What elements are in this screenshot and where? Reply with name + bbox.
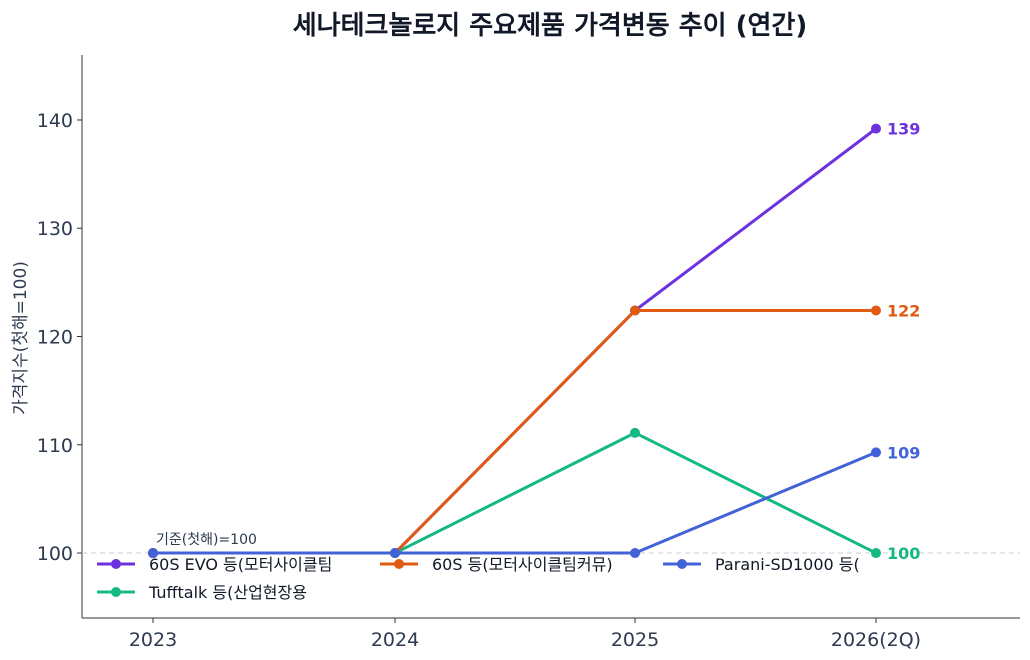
baseline-annotation: 기준(첫해)=100 [156,532,257,548]
legend-label: 60S EVO 등(모터사이클팀 [149,555,332,574]
legend-swatch-marker [394,559,404,569]
data-point [630,548,640,559]
x-tick-label: 2023 [129,629,177,651]
y-tick-label: 120 [37,327,73,349]
data-point [871,123,881,134]
legend: 60S EVO 등(모터사이클팀 60S 등(모터사이클팀커뮤) Parani-SD… [97,555,860,602]
x-tick-label: 2025 [611,629,659,651]
series-line [151,309,878,555]
legend-item: 60S 등(모터사이클팀커뮤) [380,555,613,574]
data-point [871,548,881,559]
series-group [148,427,881,559]
data-point [871,305,881,316]
data-point [871,447,881,458]
data-point [630,305,640,316]
end-value-label: 109 [887,443,920,462]
data-point [630,427,640,438]
x-tick-label: 2024 [371,629,419,651]
legend-label: Tufftalk 등(산업현장용 [148,583,307,602]
legend-swatch-marker [111,587,121,597]
end-labels: 139 122 109 100 [887,120,920,563]
end-value-label: 139 [887,120,920,139]
legend-label: 60S 등(모터사이클팀커뮤) [432,555,613,574]
legend-swatch-marker [111,559,121,569]
series-group [148,305,881,559]
y-tick-label: 130 [37,218,73,240]
y-tick-label: 140 [37,110,73,132]
end-value-label: 122 [887,302,920,321]
end-value-label: 100 [887,544,920,563]
series-line [151,127,878,555]
data-point [148,548,158,559]
y-tick-label: 110 [37,435,73,457]
legend-item: Tufftalk 등(산업현장용 [97,583,307,602]
legend-item: 60S EVO 등(모터사이클팀 [97,555,332,574]
legend-label: Parani-SD1000 등( [715,555,860,574]
series-group [148,447,881,559]
series-layer [148,123,881,559]
legend-item: Parani-SD1000 등( [663,555,860,574]
x-tick-label: 2026(2Q) [831,629,921,651]
y-tick-label: 100 [37,543,73,565]
chart-title: 세나테크놀로지 주요제품 가격변동 추이 (연간) [293,11,807,41]
y-axis-label: 가격지수(첫해=100) [11,261,31,415]
series-line [151,450,878,555]
data-point [390,548,400,559]
series-line [151,431,878,555]
axes: 100 110 120 130 140 2023 2024 2025 2026(2Q) [37,55,1020,651]
legend-swatch-marker [677,559,687,569]
